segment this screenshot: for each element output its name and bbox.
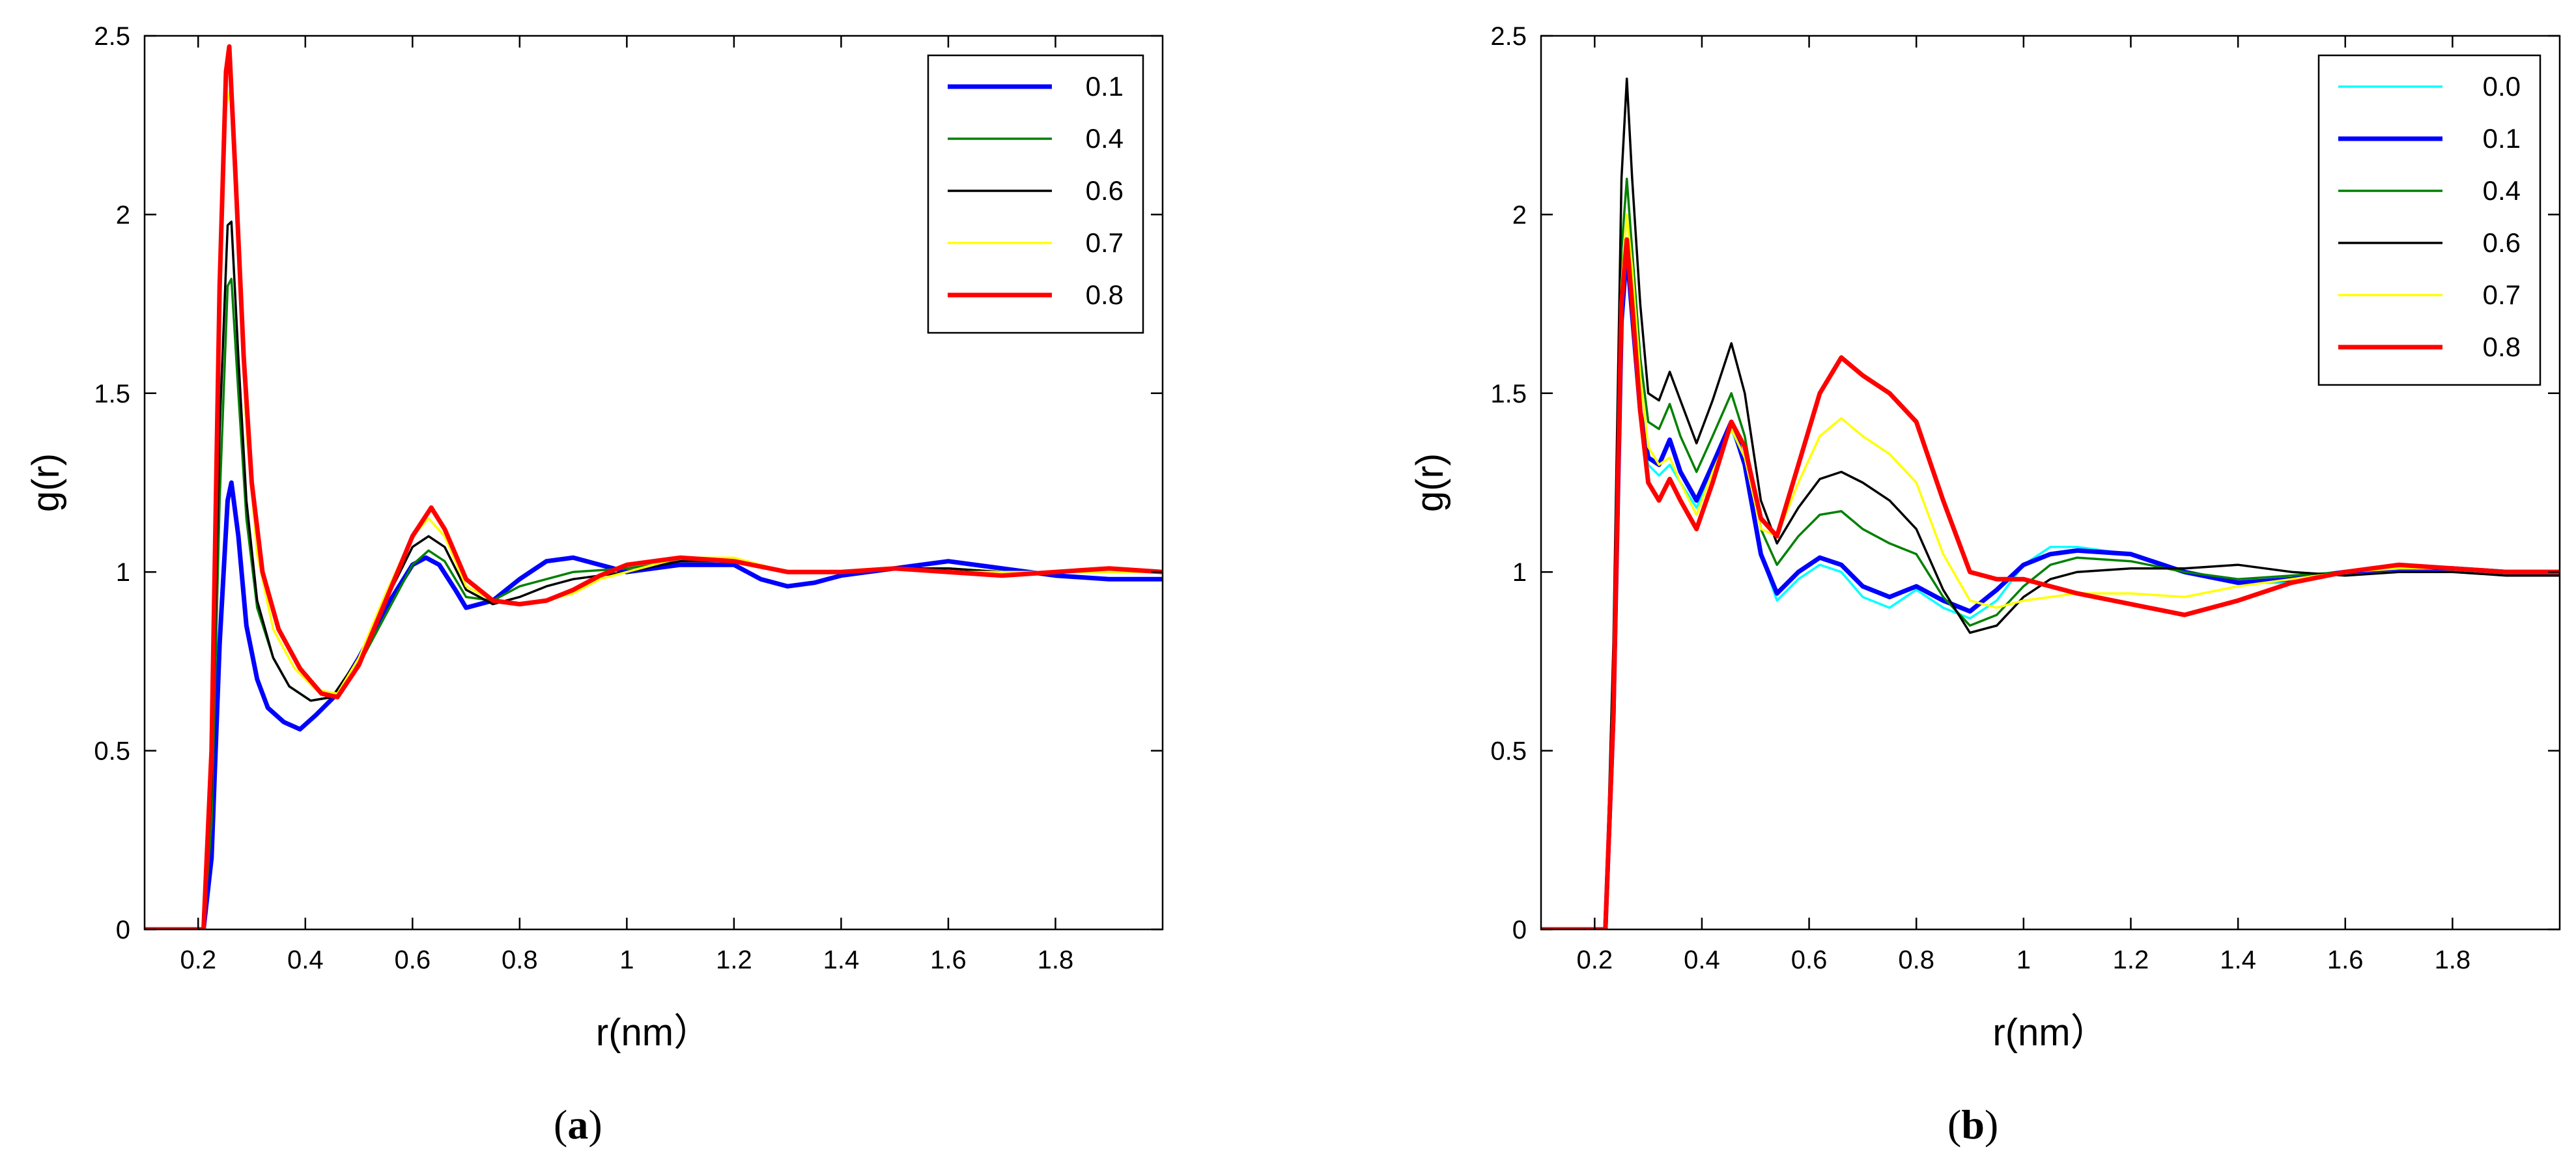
plot-frame (1540, 35, 2561, 931)
y-tick-label: 0.5 (94, 737, 130, 766)
y-tick-label: 2 (1512, 201, 1527, 229)
panel-caption-a: (a) (554, 1101, 602, 1148)
x-tick-label: 1.6 (2327, 946, 2364, 974)
series-line-0.4 (1541, 177, 2560, 929)
x-tick-label: 0.2 (1577, 946, 1613, 974)
x-tick-label: 1.4 (823, 946, 860, 974)
x-tick-label: 0.4 (1684, 946, 1720, 974)
legend-box (927, 54, 1144, 334)
y-tick-label: 2.5 (1490, 22, 1527, 51)
legend-label: 0.1 (2483, 123, 2521, 154)
legend-label: 0.4 (1086, 123, 1124, 154)
x-tick-label: 0.6 (1791, 946, 1828, 974)
y-tick-label: 0 (116, 916, 130, 944)
y-tick-label: 2.5 (94, 22, 130, 51)
series-line-0.4 (145, 277, 1163, 929)
x-axis-label: r(nm） (1992, 1011, 2108, 1054)
legend-label: 0.7 (2483, 279, 2521, 310)
legend-label: 0.6 (1086, 175, 1124, 206)
legend-item-0.4: 0.4 (948, 123, 1124, 154)
y-tick-label: 0.5 (1490, 737, 1527, 766)
legend-label: 0.8 (1086, 279, 1124, 310)
series-group (1541, 78, 2560, 929)
y-tick-label: 0 (1512, 916, 1527, 944)
x-tick-label: 0.4 (287, 946, 324, 974)
legend-item-0.0: 0.0 (2338, 71, 2521, 102)
legend-label: 0.1 (1086, 71, 1124, 102)
legend-item-0.7: 0.7 (2338, 279, 2521, 310)
x-tick-label: 1.4 (2220, 946, 2256, 974)
series-line-0.8 (145, 44, 1163, 929)
legend-item-0.7: 0.7 (948, 227, 1124, 258)
x-tick-label: 0.8 (502, 946, 538, 974)
y-axis-label: g(r) (25, 453, 67, 512)
series-line-0.1 (145, 480, 1163, 929)
legend-item-0.1: 0.1 (2338, 123, 2521, 154)
x-tick-label: 1.2 (2113, 946, 2149, 974)
x-axis-label: r(nm） (596, 1011, 711, 1054)
legend: 0.1 0.4 0.6 0.7 0.8 (927, 54, 1144, 334)
series-line-0.7 (1541, 213, 2560, 929)
y-tick-label: 2 (116, 201, 130, 229)
series-group (145, 44, 1163, 929)
legend-item-0.6: 0.6 (948, 175, 1124, 206)
legend: 0.0 0.1 0.4 0.6 0.7 0.8 (2317, 54, 2541, 386)
plot-frame (143, 35, 1164, 931)
legend-label: 0.8 (2483, 332, 2521, 362)
x-tick-label: 0.6 (395, 946, 431, 974)
y-tick-label: 1.5 (94, 380, 130, 408)
panel-caption-b: (b) (1947, 1101, 1999, 1148)
legend-item-0.4: 0.4 (2338, 175, 2521, 206)
x-tick-label: 1.6 (930, 946, 967, 974)
x-tick-label: 1.2 (716, 946, 752, 974)
y-tick-label: 1 (116, 558, 130, 587)
legend-label: 0.4 (2483, 175, 2521, 206)
legend-item-0.8: 0.8 (948, 279, 1124, 310)
x-tick-label: 1 (2017, 946, 2031, 974)
legend-label: 0.6 (2483, 227, 2521, 258)
legend-box (2317, 54, 2541, 386)
legend-label: 0.0 (2483, 71, 2521, 102)
y-axis-label: g(r) (1409, 453, 1451, 512)
y-tick-label: 1.5 (1490, 380, 1527, 408)
y-tick-label: 1 (1512, 558, 1527, 587)
series-line-0.8 (1541, 237, 2560, 929)
legend-label: 0.7 (1086, 227, 1124, 258)
x-tick-label: 1.8 (1038, 946, 1074, 974)
x-tick-label: 0.2 (180, 946, 216, 974)
x-tick-label: 1.8 (2435, 946, 2471, 974)
legend-item-0.6: 0.6 (2338, 227, 2521, 258)
series-line-0.6 (1541, 78, 2560, 929)
legend-item-0.1: 0.1 (948, 71, 1124, 102)
x-tick-label: 1 (619, 946, 634, 974)
chart-a: 0.2 0.4 0.6 0.8 1 1.2 1.4 1.6 1.8 0 0.5 1 1.5 2 2.5 r(n… (25, 22, 1164, 1054)
x-tick-label: 0.8 (1898, 946, 1934, 974)
chart-b: 0.2 0.4 0.6 0.8 1 1.2 1.4 1.6 1.8 0 0.5 1 1.5 2 2.5 r(n… (1409, 22, 2561, 1054)
legend-item-0.8: 0.8 (2338, 332, 2521, 362)
